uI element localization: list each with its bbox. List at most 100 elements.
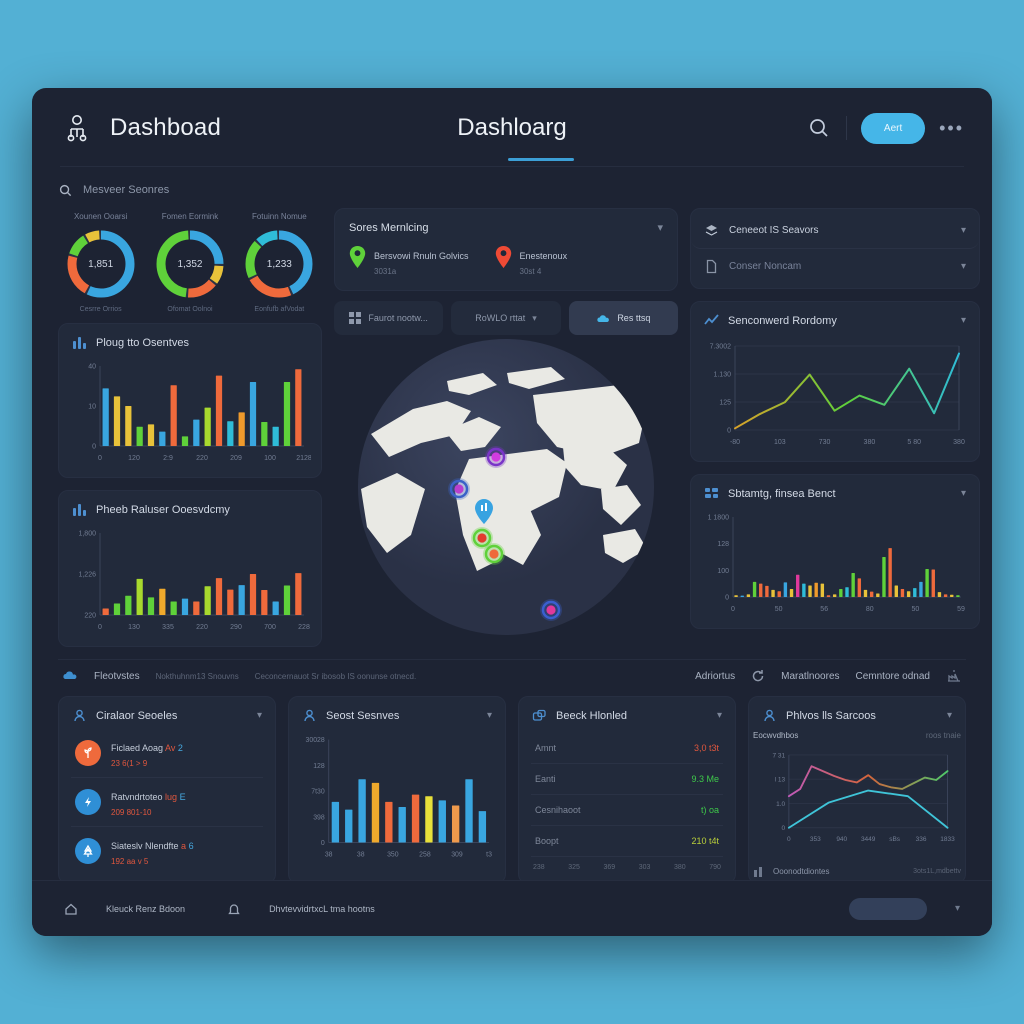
chevron-down-icon[interactable]: ▾: [657, 222, 663, 234]
svg-text:700: 700: [264, 624, 276, 631]
sub-toolbar-item-2[interactable]: Cemntore odnad: [855, 670, 931, 682]
segment-button-2[interactable]: Res ttsq: [568, 301, 678, 335]
bar-chart[interactable]: 220 1,226 1,800 0 130 335 220 290 700 228: [59, 523, 321, 646]
svg-text:7 31: 7 31: [772, 752, 785, 759]
chevron-down-icon[interactable]: ▾: [256, 710, 262, 721]
user-icon: [72, 708, 87, 723]
svg-text:10: 10: [88, 404, 96, 411]
card-title: Pheeb Raluser Ooesvdcmy: [96, 503, 230, 516]
markers-panel: Sores Mernlcing ▾ Bersvowi Rnuln Golvics…: [334, 208, 678, 291]
card-footer-value: 3ots1L,mdbettv: [913, 868, 961, 875]
segment-button-1[interactable]: RoWLO rttat ▾: [451, 301, 561, 335]
map-pin-2[interactable]: [475, 499, 493, 524]
right-column: Ceneeot IS Seavors ▾ Conser Noncam ▾ Sen…: [690, 208, 980, 647]
service-list: Ficlaed Aoag Av 2 23 6(1 > 9 Ratvndrtote…: [59, 729, 275, 883]
bar-chart[interactable]: 0 10 40 0 120 2:9 220 209 100 2128: [59, 356, 321, 477]
map-pin-5[interactable]: [540, 599, 562, 621]
list-item[interactable]: Ratvndrtoteo lug E 209 801-10: [71, 778, 263, 827]
donut-metric[interactable]: Fotuinn Nomue 1,233 Eonfufb afVodat: [239, 212, 320, 313]
map-pin-3[interactable]: [471, 527, 493, 549]
marker-sub: 30st 4: [519, 267, 542, 276]
chevron-down-icon[interactable]: ▾: [946, 710, 952, 721]
chevron-down-icon[interactable]: ▾: [960, 488, 966, 499]
search-icon[interactable]: [806, 115, 832, 141]
segment-button-0[interactable]: Faurot nootw...: [334, 301, 444, 335]
card-title: Senconwerd Rordomy: [728, 314, 837, 327]
svg-text:335: 335: [162, 624, 174, 631]
card-right-chart-0: Senconwerd Rordomy ▾ 0 125 1.130 7.3002 -80 1…: [690, 301, 980, 462]
foot-item-0[interactable]: Kleuck Renz Bdoon: [106, 903, 186, 914]
right-row-group: Ceneeot IS Seavors ▾ Conser Noncam ▾: [690, 208, 980, 289]
card-footer-label: Ooonodtdiontes: [773, 867, 830, 876]
card-circular-services: Ciralaor Seoeles ▾ Ficlaed Aoag Av 2 23 …: [58, 696, 276, 884]
chevron-down-icon[interactable]: ▾: [960, 261, 966, 272]
donut-caption: Fotuinn Nomue: [251, 212, 307, 221]
svg-text:220: 220: [196, 624, 208, 631]
axis-tick: 238: [533, 864, 545, 871]
donut-metric[interactable]: Xounen Ooarsi 1,851 Cesrre Orrios: [60, 212, 141, 313]
chevron-down-icon[interactable]: ▾: [960, 315, 966, 326]
stat-value: 210 t4t: [691, 836, 719, 846]
sub-toolbar: Fleotvstes Nokthuhnm13 Snouvns Ceconcern…: [58, 659, 966, 692]
svg-text:0: 0: [98, 624, 102, 631]
map-pin-0[interactable]: [485, 446, 507, 468]
axis-tick: 369: [603, 864, 616, 871]
sub-toolbar-item-0[interactable]: Adriortus: [695, 670, 736, 682]
right-row-0[interactable]: Ceneeot IS Seavors ▾: [691, 213, 979, 249]
map-pin-1[interactable]: [448, 478, 470, 500]
donut-sublabel: Eonfufb afVodat: [254, 306, 305, 313]
svg-text:38: 38: [325, 851, 333, 858]
chevron-down-icon[interactable]: ▾: [960, 225, 966, 236]
map-marker-item[interactable]: Bersvowi Rnuln Golvics 3031a: [349, 246, 469, 276]
row-label: Ceneeot IS Seavors: [729, 225, 819, 236]
sub-toolbar-item-1[interactable]: Maratlnoores: [781, 670, 840, 682]
list-item[interactable]: Ficlaed Aoag Av 2 23 6(1 > 9: [71, 729, 263, 778]
refresh-icon[interactable]: [751, 669, 765, 683]
svg-text:1.130: 1.130: [713, 372, 731, 379]
cloud-upload-icon[interactable]: [62, 668, 78, 684]
globe-map[interactable]: [334, 339, 678, 639]
home-icon[interactable]: [64, 902, 78, 916]
bell-icon[interactable]: [227, 902, 241, 916]
svg-text:sBs: sBs: [889, 836, 901, 843]
svg-text:0: 0: [321, 840, 325, 847]
svg-text:380: 380: [864, 439, 876, 446]
factory-icon[interactable]: [946, 668, 962, 684]
list-item[interactable]: Siateslv Nlendfte a 6 192 aa v 5: [71, 827, 263, 875]
user-icon: [762, 708, 777, 723]
file-icon: [704, 259, 719, 274]
marker-list: Bersvowi Rnuln Golvics 3031a Enestenoux 30…: [349, 246, 663, 276]
search-bar[interactable]: Mesveer Seonres: [58, 168, 966, 202]
foot-item-1[interactable]: DhvtevvidrtxcL tma hootns: [269, 903, 375, 914]
right-row-1[interactable]: Conser Noncam ▾: [691, 249, 979, 284]
svg-text:0: 0: [782, 825, 786, 832]
svg-text:5 80: 5 80: [907, 439, 921, 446]
overflow-menu-icon[interactable]: •••: [939, 117, 964, 138]
bar-chart[interactable]: 0 398 7t30 128 30028 38 38 350 258 309 t3: [289, 729, 505, 874]
svg-text:59: 59: [957, 606, 965, 613]
map-pin-4[interactable]: [483, 543, 505, 565]
map-pin-icon: [349, 246, 366, 268]
chevron-down-icon[interactable]: ▾: [716, 710, 722, 721]
svg-text:56: 56: [820, 606, 828, 613]
brand-title: Dashboad: [110, 114, 222, 141]
chevron-down-icon[interactable]: ▾: [954, 903, 960, 914]
foot-action-button[interactable]: [848, 897, 927, 920]
svg-text:50: 50: [775, 606, 783, 613]
search-icon: [58, 183, 73, 198]
donut-metric[interactable]: Fomen Eormink 1,352 Ofomat Oolnoi: [149, 212, 230, 313]
chart-subtitle: Eocwvdhbos: [753, 731, 799, 740]
svg-text:38: 38: [357, 851, 365, 858]
chevron-down-icon[interactable]: ▾: [486, 710, 492, 721]
bar-icon: [753, 865, 766, 878]
line-chart[interactable]: 0 125 1.130 7.3002 -80 103 730 380 5 80 380: [691, 334, 979, 461]
stat-key: Cesnihaoot: [535, 805, 581, 815]
list-item-sub: 192 aa v 5: [111, 857, 149, 866]
account-button[interactable]: Aert: [861, 112, 926, 144]
bar-chart[interactable]: 0 100 128 1 1800 0 50 56 80 50 59: [691, 507, 979, 628]
svg-text:336: 336: [916, 836, 927, 843]
line-chart[interactable]: 0 1.0 l 13 7 31 0 353 940 3449 sBs 336 1833: [749, 744, 965, 861]
donut-sublabel: Cesrre Orrios: [79, 306, 122, 313]
segment-label: Faurot nootw...: [368, 313, 428, 323]
map-marker-item[interactable]: Enestenoux 30st 4: [495, 246, 567, 276]
